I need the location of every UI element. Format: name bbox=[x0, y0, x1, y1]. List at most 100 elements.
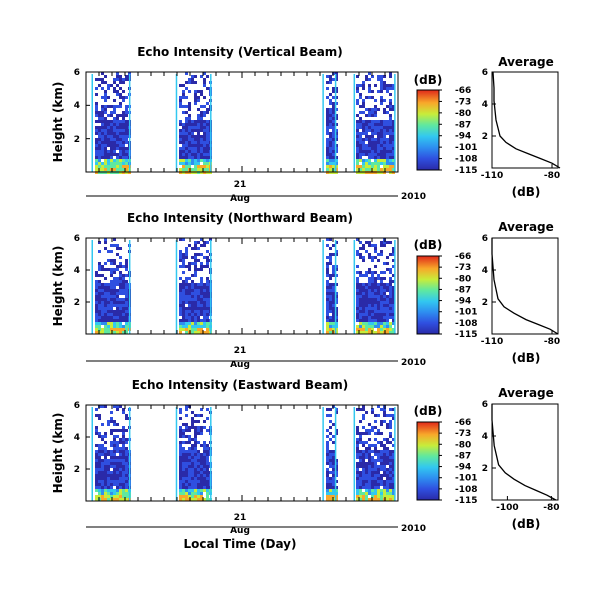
heatmap-cell bbox=[182, 498, 185, 501]
heatmap-cell bbox=[119, 141, 122, 144]
ytick-label: 2 bbox=[74, 135, 80, 145]
heatmap-cell bbox=[104, 474, 107, 477]
heatmap-cell bbox=[95, 319, 98, 322]
heatmap-cell bbox=[359, 256, 362, 259]
heatmap-cell bbox=[377, 283, 380, 286]
heatmap-cell bbox=[335, 75, 338, 78]
heatmap-cell bbox=[359, 450, 362, 453]
heatmap-cell bbox=[110, 471, 113, 474]
heatmap-cell bbox=[359, 435, 362, 438]
heatmap-cell bbox=[365, 429, 368, 432]
heatmap-cell bbox=[326, 132, 329, 135]
heatmap-cell bbox=[359, 328, 362, 331]
heatmap-cell bbox=[359, 93, 362, 96]
heatmap-cell bbox=[362, 441, 365, 444]
heatmap-cell bbox=[125, 141, 128, 144]
heatmap-cell bbox=[110, 495, 113, 498]
heatmap-cell bbox=[374, 99, 377, 102]
heatmap-cell bbox=[197, 138, 200, 141]
heatmap-cell bbox=[386, 132, 389, 135]
heatmap-cell bbox=[332, 468, 335, 471]
heatmap-cell bbox=[197, 99, 200, 102]
heatmap-cell bbox=[377, 498, 380, 501]
heatmap-cell bbox=[383, 304, 386, 307]
heatmap-cell bbox=[383, 286, 386, 289]
heatmap-cell bbox=[374, 498, 377, 501]
heatmap-cell bbox=[197, 331, 200, 334]
heatmap-cell bbox=[188, 150, 191, 153]
heatmap-cell bbox=[122, 498, 125, 501]
heatmap-cell bbox=[356, 87, 359, 90]
heatmap-cell bbox=[194, 144, 197, 147]
heatmap-cell bbox=[368, 108, 371, 111]
heatmap-cell bbox=[374, 480, 377, 483]
heatmap-cell bbox=[185, 72, 188, 75]
heatmap-cell bbox=[197, 108, 200, 111]
heatmap-cell bbox=[362, 492, 365, 495]
heatmap-cell bbox=[188, 447, 191, 450]
heatmap-cell bbox=[374, 474, 377, 477]
heatmap-cell bbox=[182, 141, 185, 144]
heatmap-cell bbox=[107, 307, 110, 310]
heatmap-cell bbox=[389, 165, 392, 168]
heatmap-cell bbox=[329, 331, 332, 334]
heatmap-cell bbox=[188, 153, 191, 156]
heatmap-cell bbox=[359, 301, 362, 304]
heatmap-cell bbox=[380, 313, 383, 316]
ytick-label: 6 bbox=[74, 234, 80, 244]
heatmap-cell bbox=[206, 489, 209, 492]
heatmap-cell bbox=[119, 465, 122, 468]
colorbar-label: (dB) bbox=[414, 73, 443, 87]
heatmap-cell bbox=[110, 477, 113, 480]
heatmap-cell bbox=[206, 313, 209, 316]
heatmap-cell bbox=[206, 301, 209, 304]
heatmap-cell bbox=[191, 168, 194, 171]
heatmap-cell bbox=[200, 462, 203, 465]
heatmap-cell bbox=[383, 465, 386, 468]
heatmap-cell bbox=[113, 468, 116, 471]
heatmap-cell bbox=[113, 465, 116, 468]
heatmap-cell bbox=[122, 117, 125, 120]
heatmap-cell bbox=[326, 471, 329, 474]
heatmap-cell bbox=[362, 474, 365, 477]
heatmap-cell bbox=[197, 147, 200, 150]
heatmap-cell bbox=[392, 168, 395, 171]
heatmap-cell bbox=[335, 135, 338, 138]
heatmap-cell bbox=[392, 486, 395, 489]
heatmap-cell bbox=[95, 313, 98, 316]
heatmap-cell bbox=[359, 438, 362, 441]
heatmap-cell bbox=[326, 310, 329, 313]
heatmap-cell bbox=[110, 322, 113, 325]
heatmap-cell bbox=[98, 307, 101, 310]
heatmap-cell bbox=[188, 159, 191, 162]
heatmap-cell bbox=[200, 289, 203, 292]
heatmap-cell bbox=[371, 468, 374, 471]
heatmap-cell bbox=[203, 120, 206, 123]
heatmap-cell bbox=[374, 468, 377, 471]
heatmap bbox=[91, 72, 396, 174]
heatmap-cell bbox=[365, 477, 368, 480]
heatmap-cell bbox=[362, 408, 365, 411]
heatmap-cell bbox=[194, 331, 197, 334]
heatmap-cell bbox=[383, 150, 386, 153]
heatmap-cell bbox=[122, 462, 125, 465]
heatmap-cell bbox=[332, 471, 335, 474]
heatmap-cell bbox=[362, 328, 365, 331]
heatmap-cell bbox=[329, 298, 332, 301]
heatmap-cell bbox=[101, 265, 104, 268]
heatmap-cell bbox=[332, 111, 335, 114]
heatmap-cell bbox=[200, 325, 203, 328]
heatmap-cell bbox=[371, 111, 374, 114]
heatmap-cell bbox=[200, 474, 203, 477]
heatmap-cell bbox=[374, 150, 377, 153]
heatmap-cell bbox=[119, 471, 122, 474]
heatmap-cell bbox=[119, 102, 122, 105]
heatmap-cell bbox=[119, 453, 122, 456]
heatmap-cell bbox=[194, 459, 197, 462]
heatmap-cell bbox=[206, 153, 209, 156]
heatmap-cell bbox=[365, 483, 368, 486]
heatmap-cell bbox=[185, 147, 188, 150]
heatmap-cell bbox=[197, 268, 200, 271]
heatmap-cell bbox=[380, 162, 383, 165]
heatmap-cell bbox=[119, 447, 122, 450]
